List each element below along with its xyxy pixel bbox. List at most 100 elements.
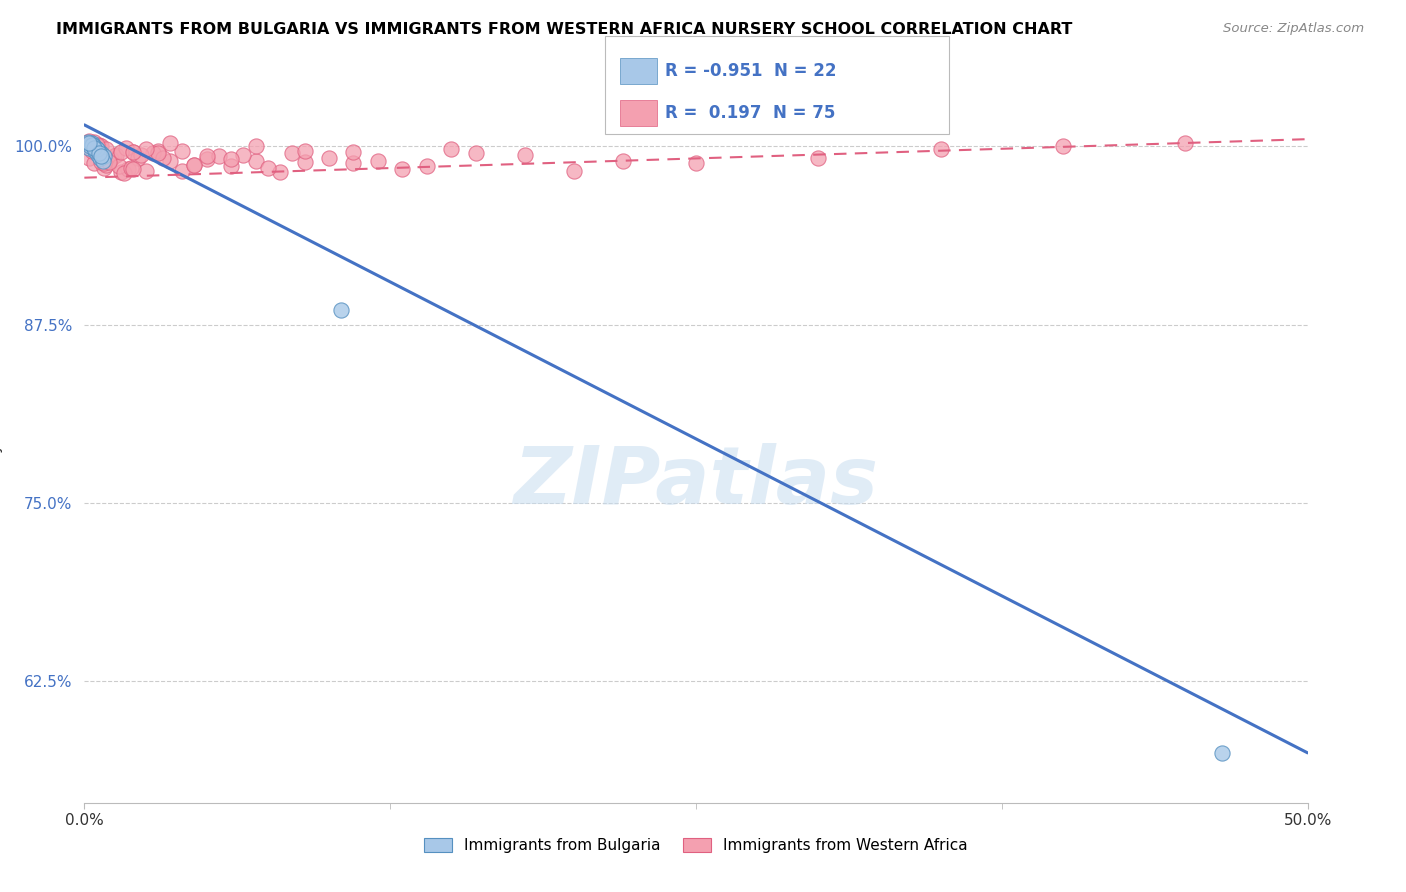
- Point: [294, 144, 316, 158]
- Point: [90, 155, 112, 169]
- Point: [103, 149, 125, 163]
- Point: [84, 144, 107, 158]
- Point: [195, 149, 218, 163]
- Point: [330, 303, 353, 318]
- Point: [112, 166, 135, 180]
- Point: [219, 152, 242, 166]
- Point: [342, 156, 364, 170]
- Point: [83, 135, 105, 149]
- Point: [90, 139, 112, 153]
- Point: [195, 152, 218, 166]
- Point: [83, 141, 105, 155]
- Point: [135, 142, 157, 156]
- Point: [245, 153, 267, 168]
- Point: [87, 137, 110, 152]
- Point: [86, 137, 108, 152]
- Y-axis label: Nursery School: Nursery School: [0, 388, 3, 504]
- Point: [183, 158, 205, 172]
- Point: [127, 151, 149, 165]
- Point: [86, 142, 108, 156]
- Point: [685, 156, 707, 170]
- Point: [416, 159, 439, 173]
- Point: [129, 148, 152, 162]
- Point: [245, 139, 267, 153]
- Point: [391, 162, 413, 177]
- Point: [117, 162, 139, 177]
- Point: [90, 146, 112, 161]
- Point: [1211, 746, 1233, 760]
- Point: [83, 156, 105, 170]
- Point: [122, 145, 145, 159]
- Point: [86, 142, 108, 156]
- Text: ZIPatlas: ZIPatlas: [513, 442, 879, 521]
- Point: [90, 149, 112, 163]
- Point: [219, 159, 242, 173]
- Point: [96, 142, 118, 156]
- Point: [142, 146, 165, 161]
- Point: [135, 163, 157, 178]
- Point: [367, 153, 389, 168]
- Point: [146, 144, 169, 158]
- Point: [318, 151, 340, 165]
- Point: [172, 144, 194, 158]
- Point: [120, 161, 142, 175]
- Point: [122, 145, 145, 159]
- Point: [257, 161, 280, 175]
- Point: [115, 141, 138, 155]
- Point: [83, 139, 105, 153]
- Point: [146, 146, 169, 161]
- Text: R = -0.951  N = 22: R = -0.951 N = 22: [665, 62, 837, 80]
- Point: [562, 163, 585, 178]
- Point: [79, 139, 101, 153]
- Point: [77, 136, 100, 151]
- Point: [513, 148, 536, 162]
- Legend: Immigrants from Bulgaria, Immigrants from Western Africa: Immigrants from Bulgaria, Immigrants fro…: [418, 832, 974, 859]
- Point: [80, 144, 103, 158]
- Point: [93, 149, 115, 163]
- Point: [87, 148, 110, 162]
- Point: [110, 145, 132, 159]
- Point: [89, 151, 111, 165]
- Point: [77, 141, 100, 155]
- Point: [110, 165, 132, 179]
- Point: [76, 136, 98, 151]
- Point: [77, 135, 100, 149]
- Point: [87, 146, 110, 161]
- Point: [93, 161, 115, 175]
- Point: [807, 151, 830, 165]
- Point: [86, 139, 108, 153]
- Point: [208, 149, 231, 163]
- Point: [342, 145, 364, 159]
- Point: [159, 153, 181, 168]
- Point: [105, 148, 128, 162]
- Point: [97, 153, 120, 168]
- Point: [232, 148, 254, 162]
- Point: [281, 146, 304, 161]
- Point: [183, 158, 205, 172]
- Text: Source: ZipAtlas.com: Source: ZipAtlas.com: [1223, 22, 1364, 36]
- Point: [82, 137, 104, 152]
- Text: R =  0.197  N = 75: R = 0.197 N = 75: [665, 104, 835, 122]
- Point: [80, 136, 103, 151]
- Point: [1052, 139, 1074, 153]
- Point: [80, 142, 103, 156]
- Point: [91, 153, 114, 168]
- Point: [97, 155, 120, 169]
- Point: [107, 159, 129, 173]
- Point: [77, 134, 100, 148]
- Point: [122, 162, 145, 177]
- Point: [440, 142, 463, 156]
- Point: [269, 165, 291, 179]
- Point: [77, 151, 100, 165]
- Point: [80, 137, 103, 152]
- Point: [929, 142, 952, 156]
- Point: [464, 146, 486, 161]
- Point: [100, 152, 122, 166]
- Point: [1174, 136, 1197, 151]
- Point: [152, 151, 174, 165]
- Point: [87, 146, 110, 161]
- Point: [93, 156, 115, 170]
- Text: IMMIGRANTS FROM BULGARIA VS IMMIGRANTS FROM WESTERN AFRICA NURSERY SCHOOL CORREL: IMMIGRANTS FROM BULGARIA VS IMMIGRANTS F…: [56, 22, 1073, 37]
- Point: [612, 153, 634, 168]
- Point: [159, 136, 181, 151]
